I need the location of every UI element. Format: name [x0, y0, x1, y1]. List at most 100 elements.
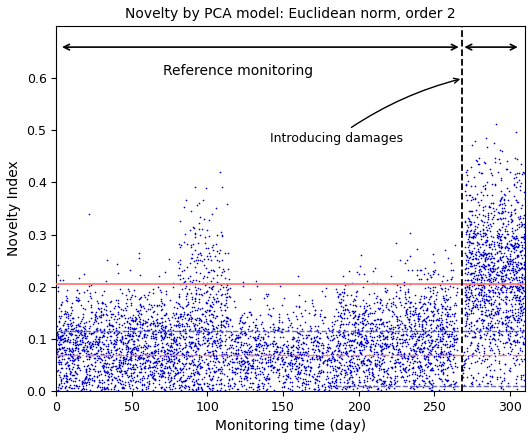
- Point: [464, 297, 473, 304]
- Point: [488, 301, 497, 308]
- Point: [65, 320, 74, 327]
- Point: [231, 349, 240, 356]
- Point: [415, 358, 423, 365]
- Point: [369, 317, 378, 324]
- Point: [459, 348, 468, 355]
- Point: [431, 341, 440, 348]
- Point: [340, 328, 349, 335]
- Point: [231, 334, 240, 341]
- Point: [138, 355, 147, 362]
- Point: [301, 367, 310, 374]
- Point: [476, 327, 484, 334]
- Point: [428, 337, 436, 345]
- Point: [68, 345, 76, 352]
- Point: [468, 233, 477, 240]
- Point: [140, 319, 149, 326]
- Point: [145, 301, 153, 308]
- Point: [122, 303, 131, 310]
- Point: [377, 344, 386, 351]
- Point: [290, 361, 298, 368]
- Point: [153, 303, 162, 310]
- Point: [264, 332, 272, 339]
- Point: [55, 318, 64, 325]
- Point: [475, 154, 483, 161]
- Point: [377, 386, 385, 393]
- Point: [202, 264, 211, 271]
- Point: [420, 329, 429, 336]
- Point: [429, 258, 438, 265]
- Point: [95, 344, 104, 351]
- Point: [441, 352, 450, 359]
- Point: [392, 359, 400, 366]
- Point: [433, 335, 441, 342]
- Point: [428, 336, 437, 343]
- Point: [500, 377, 508, 384]
- Point: [122, 318, 131, 325]
- Point: [339, 366, 348, 373]
- Point: [278, 329, 286, 336]
- Point: [418, 377, 427, 384]
- Point: [240, 358, 249, 365]
- Point: [461, 332, 469, 339]
- Point: [122, 356, 130, 363]
- Point: [375, 342, 384, 349]
- Point: [260, 338, 268, 345]
- Point: [478, 264, 487, 271]
- Point: [176, 374, 184, 381]
- Point: [486, 283, 495, 290]
- Point: [346, 356, 354, 363]
- Point: [450, 326, 458, 333]
- Point: [190, 295, 199, 302]
- Point: [467, 196, 475, 203]
- Point: [499, 319, 508, 326]
- Point: [205, 328, 213, 335]
- Point: [516, 293, 524, 300]
- Point: [297, 313, 306, 320]
- Point: [176, 271, 185, 279]
- Point: [494, 241, 502, 248]
- Point: [318, 381, 327, 389]
- Point: [111, 313, 120, 320]
- Point: [299, 348, 307, 356]
- Point: [385, 296, 394, 303]
- Point: [446, 357, 455, 364]
- Point: [494, 310, 502, 317]
- Point: [146, 367, 154, 374]
- Point: [92, 337, 100, 345]
- Point: [62, 346, 70, 353]
- Point: [440, 366, 449, 373]
- Point: [285, 360, 294, 367]
- Point: [320, 356, 329, 363]
- Point: [460, 360, 469, 367]
- Point: [97, 355, 105, 362]
- Point: [338, 385, 347, 392]
- Point: [509, 268, 517, 275]
- Point: [337, 355, 345, 362]
- Point: [433, 362, 442, 369]
- Point: [497, 332, 506, 339]
- Point: [465, 285, 473, 292]
- Point: [386, 330, 395, 337]
- Point: [304, 385, 313, 392]
- Point: [217, 319, 225, 326]
- Point: [236, 355, 245, 362]
- Point: [257, 349, 265, 356]
- Point: [251, 374, 259, 381]
- Point: [209, 300, 217, 307]
- Point: [179, 333, 188, 340]
- Point: [485, 272, 493, 279]
- Point: [174, 357, 182, 364]
- Point: [244, 366, 252, 373]
- Point: [467, 270, 475, 277]
- Point: [396, 287, 404, 294]
- Point: [519, 338, 527, 345]
- Point: [473, 281, 482, 288]
- Point: [328, 379, 336, 386]
- Point: [161, 364, 169, 371]
- Point: [303, 331, 312, 338]
- Point: [237, 323, 246, 330]
- Point: [512, 276, 521, 283]
- Point: [407, 352, 415, 359]
- Point: [450, 346, 458, 353]
- Point: [169, 346, 178, 353]
